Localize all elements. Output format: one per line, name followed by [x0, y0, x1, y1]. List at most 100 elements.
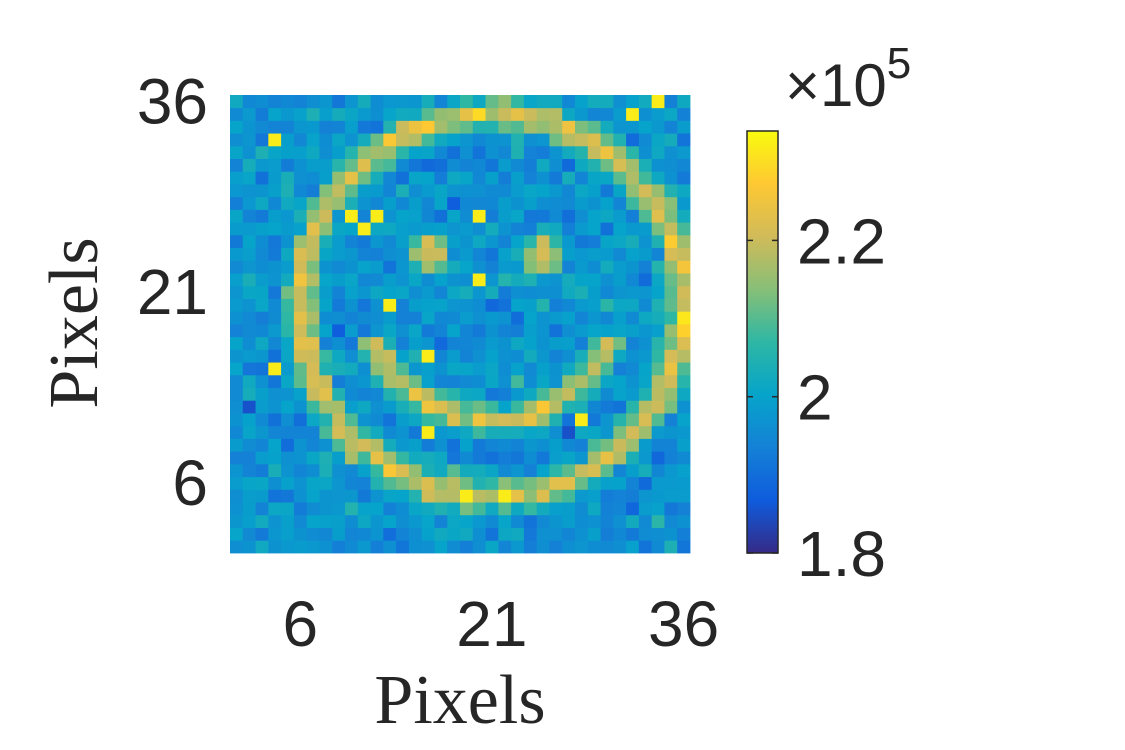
heatmap-cell	[472, 234, 486, 249]
heatmap-cell	[536, 502, 550, 516]
heatmap-cell	[396, 374, 410, 389]
heatmap-cell	[523, 311, 538, 325]
heatmap-cell	[587, 489, 601, 503]
heatmap-cell	[472, 209, 486, 223]
heatmap-cell	[293, 298, 308, 312]
heatmap-cell	[396, 158, 410, 172]
heatmap-cell	[613, 298, 627, 312]
heatmap-cell	[460, 387, 474, 401]
heatmap-cell	[638, 463, 653, 478]
heatmap-cell	[600, 463, 614, 478]
heatmap-cell	[562, 374, 576, 389]
heatmap-cell	[408, 285, 423, 299]
heatmap-cell	[587, 234, 601, 249]
heatmap-cell	[281, 349, 295, 363]
heatmap-cell	[485, 438, 499, 452]
heatmap-cell	[460, 196, 474, 210]
heatmap-cell	[460, 336, 474, 350]
heatmap-cell	[485, 374, 499, 389]
heatmap-cell	[434, 527, 448, 541]
heatmap-cell	[357, 438, 371, 452]
heatmap-cell	[511, 260, 525, 274]
heatmap-cell	[306, 413, 320, 427]
heatmap-cell	[345, 438, 359, 452]
heatmap-cell	[613, 413, 627, 427]
colorbar-tick-label: 2.2	[797, 205, 886, 277]
heatmap-cell	[587, 527, 601, 541]
heatmap-cell	[293, 311, 308, 325]
heatmap-cell	[408, 120, 423, 134]
heatmap-cell	[421, 451, 435, 465]
heatmap-cell	[230, 196, 244, 210]
heatmap-cell	[651, 273, 665, 287]
heatmap-cell	[549, 514, 563, 528]
heatmap-cell	[536, 400, 550, 414]
heatmap-cell	[332, 324, 346, 338]
heatmap-cell	[485, 502, 499, 516]
heatmap-cell	[485, 209, 499, 223]
heatmap-cell	[242, 527, 256, 541]
heatmap-cell	[255, 476, 269, 490]
heatmap-cell	[255, 311, 269, 325]
heatmap-cell	[472, 463, 486, 478]
heatmap-cell	[421, 107, 435, 121]
heatmap-cell	[575, 311, 589, 325]
heatmap-cell	[511, 349, 525, 363]
y-axis-label: Pixels	[36, 237, 113, 408]
heatmap-cell	[511, 451, 525, 465]
heatmap-cell	[600, 285, 614, 299]
heatmap-cell	[319, 374, 333, 389]
heatmap-cell	[485, 476, 499, 490]
heatmap-cell	[357, 502, 371, 516]
heatmap-cell	[651, 540, 665, 554]
heatmap-cell	[626, 95, 640, 109]
heatmap-cell	[587, 247, 601, 261]
heatmap-cell	[306, 209, 320, 223]
heatmap-cell	[613, 451, 627, 465]
heatmap-cell	[472, 476, 486, 490]
heatmap-cell	[306, 273, 320, 287]
heatmap-cell	[575, 247, 589, 261]
heatmap-cell	[408, 438, 423, 452]
heatmap-cell	[677, 209, 691, 223]
heatmap-cell	[319, 145, 333, 160]
heatmap-cell	[408, 273, 423, 287]
heatmap-cell	[626, 387, 640, 401]
heatmap-cell	[434, 502, 448, 516]
heatmap-image	[230, 95, 691, 554]
heatmap-cell	[332, 222, 346, 236]
heatmap-cell	[536, 273, 550, 287]
heatmap-cell	[370, 540, 384, 554]
heatmap-cell	[511, 336, 525, 350]
heatmap-cell	[613, 120, 627, 134]
heatmap-cell	[498, 387, 512, 401]
heatmap-cell	[523, 222, 538, 236]
heatmap-cell	[447, 95, 461, 109]
heatmap-cell	[472, 540, 486, 554]
heatmap-cell	[664, 273, 678, 287]
heatmap-cell	[600, 476, 614, 490]
heatmap-cell	[408, 387, 423, 401]
heatmap-cell	[626, 234, 640, 249]
heatmap-cell	[511, 298, 525, 312]
heatmap-cell	[383, 171, 397, 185]
heatmap-cell	[536, 285, 550, 299]
heatmap-cell	[460, 362, 474, 376]
heatmap-cell	[562, 527, 576, 541]
heatmap-cell	[587, 362, 601, 376]
heatmap-cell	[511, 196, 525, 210]
heatmap-cell	[536, 476, 550, 490]
heatmap-cell	[242, 260, 256, 274]
heatmap-cell	[498, 400, 512, 414]
heatmap-cell	[549, 196, 563, 210]
heatmap-cell	[345, 349, 359, 363]
heatmap-cell	[434, 438, 448, 452]
heatmap-cell	[600, 527, 614, 541]
heatmap-cell	[408, 514, 423, 528]
heatmap-cell	[485, 171, 499, 185]
heatmap-cell	[306, 133, 320, 147]
heatmap-cell	[498, 171, 512, 185]
colorbar-exponent-base: ×10	[785, 52, 887, 119]
heatmap-cell	[523, 463, 538, 478]
heatmap-cell	[549, 336, 563, 350]
